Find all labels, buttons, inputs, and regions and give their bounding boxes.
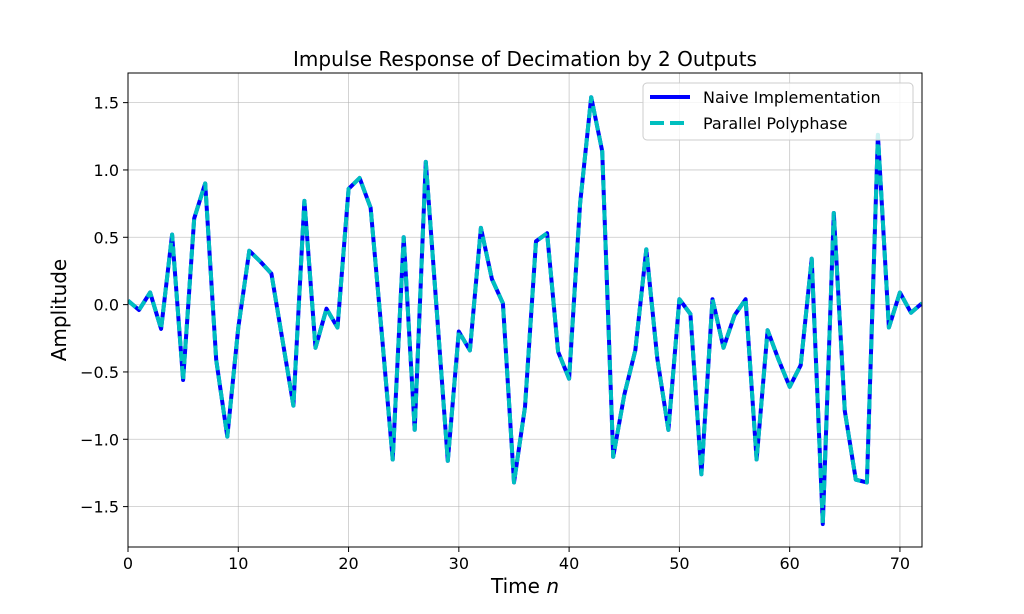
y-tick-label: −0.5 — [80, 363, 119, 382]
plot-frame — [127, 72, 923, 548]
y-axis-label: Amplitude — [47, 259, 71, 362]
y-tick-label: −1.0 — [80, 430, 119, 449]
grid-lines — [127, 73, 922, 547]
y-tick-label: 0.5 — [94, 228, 119, 247]
x-axis-ticks: 0 10 20 30 40 50 60 70 — [123, 547, 910, 573]
series-layer — [128, 95, 922, 527]
legend-item-naive: Naive Implementation — [703, 88, 881, 107]
y-tick-label: −1.5 — [80, 498, 119, 517]
y-tick-label: 1.5 — [94, 94, 119, 113]
x-tick-label: 20 — [338, 554, 358, 573]
legend-item-polyphase: Parallel Polyphase — [703, 114, 847, 133]
x-tick-label: 50 — [669, 554, 689, 573]
x-axis-label-text: Time — [490, 574, 546, 598]
x-tick-label: 40 — [559, 554, 579, 573]
x-tick-label: 10 — [228, 554, 248, 573]
y-axis-ticks: 1.5 1.0 0.5 0.0 −0.5 −1.0 −1.5 — [80, 94, 128, 517]
legend-box — [642, 82, 914, 141]
x-tick-label: 60 — [779, 554, 799, 573]
y-tick-label: 1.0 — [94, 161, 119, 180]
x-axis-label-variable: n — [546, 574, 559, 598]
x-tick-label: 70 — [890, 554, 910, 573]
x-axis-label: Time n — [490, 574, 559, 598]
y-tick-label: 0.0 — [94, 296, 119, 315]
x-tick-label: 0 — [123, 554, 133, 573]
x-tick-label: 30 — [449, 554, 469, 573]
chart-title: Impulse Response of Decimation by 2 Outp… — [293, 47, 757, 71]
series-parallel-polyphase — [128, 95, 922, 527]
legend: Naive Implementation Parallel Polyphase — [642, 82, 914, 141]
